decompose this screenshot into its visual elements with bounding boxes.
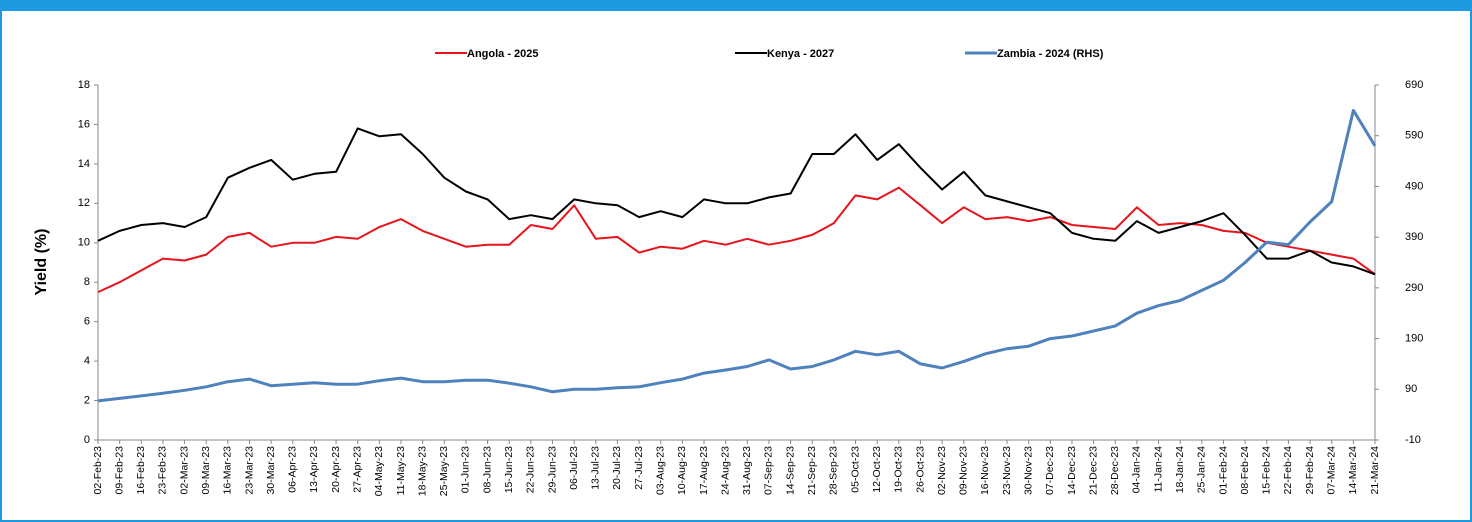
x-tick-label: 09-Mar-23	[200, 446, 212, 495]
x-tick-label: 30-Nov-23	[1022, 446, 1034, 495]
x-tick-label: 05-Oct-23	[849, 446, 861, 493]
x-tick-label: 07-Dec-23	[1044, 446, 1056, 495]
y2-tick-label: 290	[1405, 282, 1423, 294]
y2-tick-label: 690	[1405, 79, 1423, 91]
y2-tick-label: 90	[1405, 383, 1417, 395]
x-tick-label: 24-Aug-23	[719, 446, 731, 495]
x-tick-label: 06-Jul-23	[568, 446, 580, 490]
y-tick-label: 0	[84, 434, 90, 446]
x-tick-label: 04-Jan-24	[1131, 446, 1143, 493]
y-tick-label: 2	[84, 394, 90, 406]
legend-label: Zambia - 2024 (RHS)	[997, 48, 1104, 60]
y2-tick-label: 490	[1405, 180, 1423, 192]
series-line	[97, 127, 1376, 276]
x-tick-label: 18-May-23	[416, 446, 428, 496]
x-tick-label: 09-Nov-23	[958, 446, 970, 495]
legend-label: Angola - 2025	[467, 48, 539, 60]
x-tick-label: 19-Oct-23	[893, 446, 905, 493]
x-tick-label: 16-Feb-23	[135, 446, 147, 495]
x-tick-label: 25-Jan-24	[1196, 446, 1208, 493]
y-tick-label: 8	[84, 276, 90, 288]
x-tick-label: 27-Jul-23	[633, 446, 645, 490]
y-tick-label: 6	[84, 316, 90, 328]
x-tick-label: 17-Aug-23	[698, 446, 710, 495]
x-tick-label: 30-Mar-23	[265, 446, 277, 495]
y2-tick-label: 590	[1405, 130, 1423, 142]
x-tick-label: 28-Dec-23	[1109, 446, 1121, 495]
x-tick-label: 01-Feb-24	[1217, 446, 1229, 495]
x-tick-label: 07-Sep-23	[763, 446, 775, 495]
y2-tick-label: 190	[1405, 332, 1423, 344]
x-tick-label: 22-Jun-23	[525, 446, 537, 493]
x-tick-label: 14-Sep-23	[784, 446, 796, 495]
x-tick-label: 29-Jun-23	[546, 446, 558, 493]
x-tick-label: 15-Jun-23	[503, 446, 515, 493]
x-tick-label: 26-Oct-23	[914, 446, 926, 493]
x-tick-label: 18-Jan-24	[1174, 446, 1186, 493]
x-tick-label: 23-Nov-23	[1001, 446, 1013, 495]
x-tick-label: 16-Nov-23	[979, 446, 991, 495]
x-tick-label: 25-May-23	[438, 446, 450, 496]
x-tick-label: 04-May-23	[373, 446, 385, 496]
y-tick-label: 14	[78, 158, 90, 170]
y-tick-label: 12	[78, 197, 90, 209]
x-tick-label: 22-Feb-24	[1282, 446, 1294, 495]
series-line	[97, 186, 1376, 294]
x-tick-label: 21-Sep-23	[806, 446, 818, 495]
x-tick-label: 21-Mar-24	[1369, 446, 1381, 495]
x-tick-label: 07-Mar-24	[1325, 446, 1337, 495]
x-tick-label: 29-Feb-24	[1304, 446, 1316, 495]
frame	[0, 9, 1472, 522]
x-tick-label: 03-Aug-23	[655, 446, 667, 495]
legend-label: Kenya - 2027	[767, 48, 834, 60]
x-tick-label: 13-Apr-23	[308, 446, 320, 493]
y-tick-label: 16	[78, 118, 90, 130]
y-tick-label: 4	[84, 355, 90, 367]
x-tick-label: 09-Feb-23	[113, 446, 125, 495]
x-tick-label: 08-Feb-24	[1239, 446, 1251, 495]
x-tick-label: 16-Mar-23	[222, 446, 234, 495]
x-tick-label: 15-Feb-24	[1261, 446, 1273, 495]
y-tick-label: 18	[78, 79, 90, 91]
x-tick-label: 23-Feb-23	[157, 446, 169, 495]
series-line	[97, 108, 1377, 403]
x-tick-label: 28-Sep-23	[828, 446, 840, 495]
x-tick-label: 23-Mar-23	[243, 446, 255, 495]
x-tick-label: 02-Mar-23	[178, 446, 190, 495]
x-tick-label: 27-Apr-23	[352, 446, 364, 493]
x-tick-label: 11-May-23	[395, 446, 407, 496]
y2-tick-label: -10	[1405, 434, 1421, 446]
x-tick-label: 02-Nov-23	[936, 446, 948, 495]
x-tick-label: 10-Aug-23	[676, 446, 688, 495]
x-tick-label: 20-Jul-23	[611, 446, 623, 490]
x-tick-label: 02-Feb-23	[92, 446, 104, 495]
x-tick-label: 20-Apr-23	[330, 446, 342, 493]
x-tick-label: 08-Jun-23	[481, 446, 493, 493]
x-tick-label: 31-Aug-23	[741, 446, 753, 495]
x-tick-label: 01-Jun-23	[460, 446, 472, 493]
y-axis-title: Yield (%)	[33, 229, 50, 296]
x-tick-label: 13-Jul-23	[590, 446, 602, 490]
x-tick-label: 11-Jan-24	[1152, 446, 1164, 493]
x-tick-label: 21-Dec-23	[1087, 446, 1099, 495]
y-tick-label: 10	[78, 237, 90, 249]
top-band	[0, 0, 1472, 10]
x-tick-label: 14-Dec-23	[1066, 446, 1078, 495]
x-tick-label: 14-Mar-24	[1347, 446, 1359, 495]
y2-tick-label: 390	[1405, 231, 1423, 243]
x-tick-label: 12-Oct-23	[871, 446, 883, 493]
x-tick-label: 06-Apr-23	[287, 446, 299, 493]
